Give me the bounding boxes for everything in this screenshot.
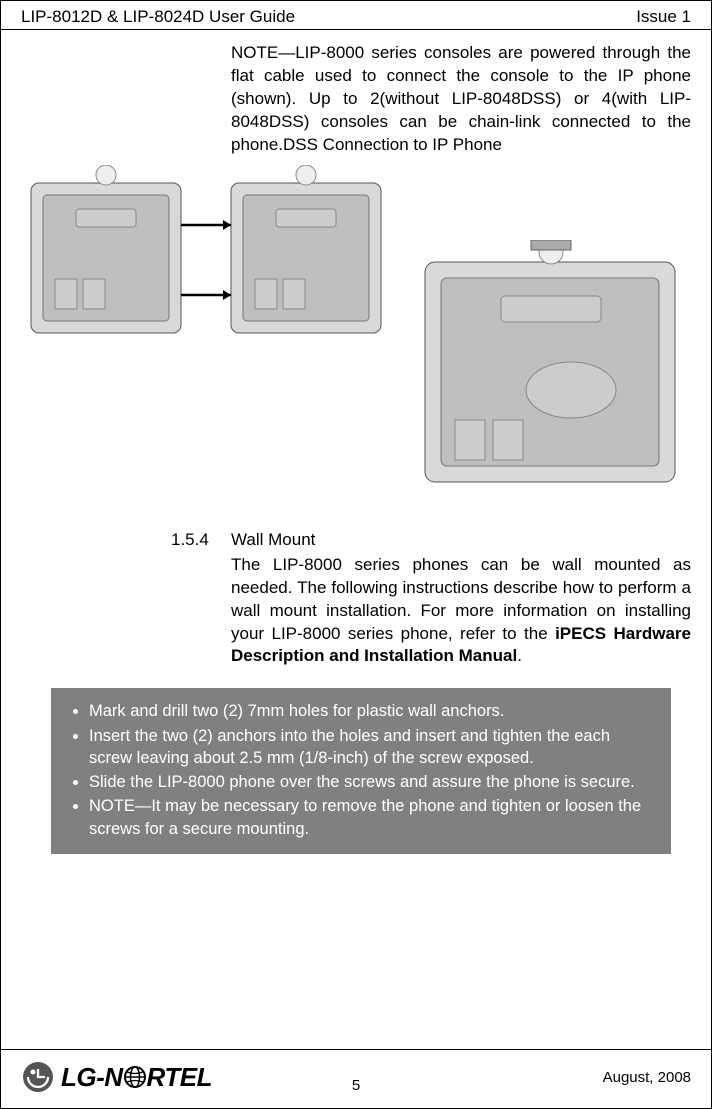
section-number: 1.5.4 <box>171 530 231 550</box>
page-number: 5 <box>352 1077 360 1094</box>
header-title: LIP-8012D & LIP-8024D User Guide <box>21 7 295 27</box>
footer-date: August, 2008 <box>603 1069 691 1086</box>
logo-text: LG-N RTEL <box>61 1062 212 1093</box>
section-title: Wall Mount <box>231 530 315 550</box>
instruction-item: NOTE—It may be necessary to remove the p… <box>89 795 653 840</box>
instruction-item: Mark and drill two (2) 7mm holes for pla… <box>89 700 653 722</box>
instruction-box: Mark and drill two (2) 7mm holes for pla… <box>51 688 671 854</box>
page-header: LIP-8012D & LIP-8024D User Guide Issue 1 <box>1 1 711 30</box>
instruction-item: Slide the LIP-8000 phone over the screws… <box>89 771 653 793</box>
section-body: The LIP-8000 series phones can be wall m… <box>231 554 691 669</box>
lg-nortel-logo: LG-N RTEL <box>21 1060 212 1094</box>
note-text: NOTE—LIP-8000 series consoles are powere… <box>231 42 691 157</box>
section-heading: 1.5.4 Wall Mount <box>171 530 691 550</box>
logo-suffix: RTEL <box>147 1062 212 1092</box>
phone-diagram <box>411 240 691 500</box>
page-footer: LG-N RTEL 5 August, 2008 <box>1 1049 711 1108</box>
instruction-list: Mark and drill two (2) 7mm holes for pla… <box>89 700 653 840</box>
console-pair-diagram <box>21 165 401 345</box>
logo-prefix: LG-N <box>61 1062 123 1092</box>
lg-circle-icon <box>21 1060 55 1094</box>
page-content: NOTE—LIP-8000 series consoles are powere… <box>1 30 711 854</box>
header-issue: Issue 1 <box>636 7 691 27</box>
section-body-post: . <box>517 646 522 665</box>
globe-icon <box>123 1065 147 1089</box>
instruction-item: Insert the two (2) anchors into the hole… <box>89 725 653 770</box>
connection-diagram <box>21 165 691 500</box>
